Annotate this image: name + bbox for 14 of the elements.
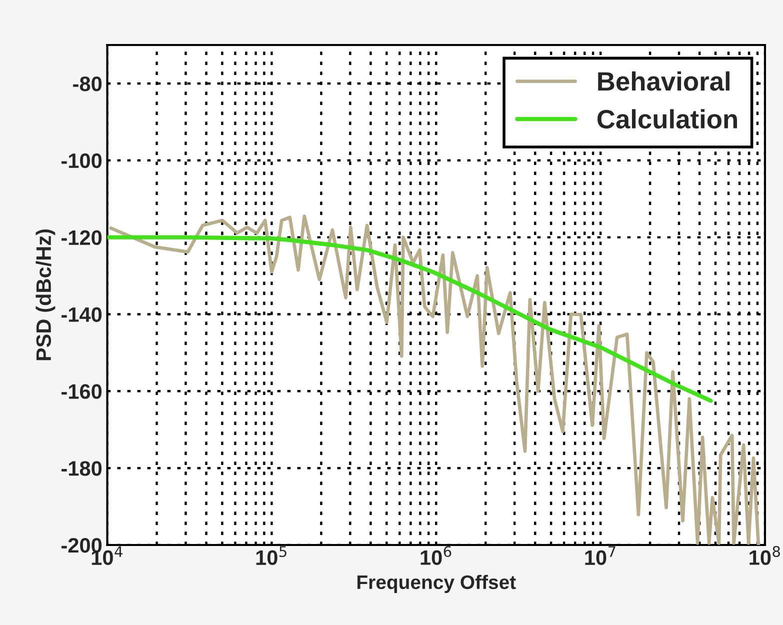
y-tick-label: -80 (73, 76, 102, 92)
x-tick-label: 10$^{8}$ (750, 546, 780, 566)
x-axis-title: Frequency Offset (357, 574, 516, 593)
x-tick-label: 10$^{6}$ (420, 546, 452, 566)
legend-label: Calculation (597, 109, 737, 129)
y-tick-label: -180 (62, 461, 102, 476)
x-tick-label: 10$^{5}$ (256, 546, 286, 566)
y-tick-label: -140 (62, 307, 102, 322)
y-tick-label: -100 (62, 153, 102, 168)
y-tick-label: -120 (62, 230, 102, 246)
y-tick-label: -160 (62, 384, 102, 399)
legend-label: Behavioral (598, 71, 730, 91)
y-axis-title: PSD (dBc/Hz) (36, 229, 56, 360)
x-tick-label: 10$^{7}$ (585, 546, 616, 566)
